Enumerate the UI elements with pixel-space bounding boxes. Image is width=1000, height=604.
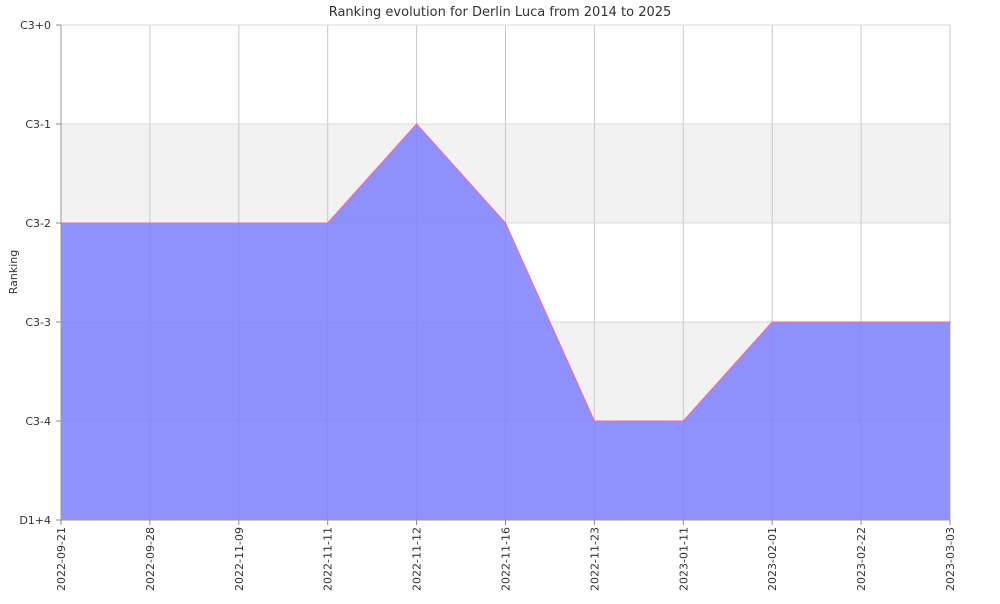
x-tick-label: 2022-11-11 — [322, 527, 335, 591]
y-tick-label: C3-4 — [25, 415, 51, 428]
data-point-2022-11-23 — [593, 420, 596, 422]
x-tick-label: 2022-11-09 — [233, 527, 246, 591]
y-tick-label: C3-1 — [25, 118, 51, 131]
area-layer — [60, 123, 951, 520]
x-tick-label: 2023-02-22 — [855, 527, 868, 591]
x-tick-label: 2022-09-21 — [55, 527, 68, 591]
chart-title: Ranking evolution for Derlin Luca from 2… — [329, 5, 672, 20]
y-tick-label: C3-3 — [25, 316, 51, 329]
x-tick-label: 2023-02-01 — [766, 527, 779, 591]
x-tick-label: 2022-11-12 — [411, 527, 424, 591]
data-point-2022-11-11 — [326, 222, 329, 224]
x-tick-label: 2022-11-23 — [588, 527, 601, 591]
x-tick-label: 2022-09-28 — [144, 527, 157, 591]
x-tick-label: 2022-11-16 — [500, 527, 513, 591]
x-tick-label: 2023-01-11 — [677, 527, 690, 591]
data-point-2022-11-16 — [504, 222, 507, 224]
data-point-2023-02-22 — [860, 321, 862, 323]
y-tick-label: D1+4 — [19, 514, 51, 527]
y-tick-label: C3-2 — [25, 217, 51, 230]
data-point-2022-09-28 — [149, 222, 151, 224]
data-point-2023-03-03 — [949, 321, 951, 323]
y-axis-label: Ranking — [7, 250, 20, 295]
data-point-2023-02-01 — [771, 321, 773, 323]
x-tick-labels: 2022-09-21 2022-09-28 2022-11-09 2022-11-11… — [55, 520, 957, 591]
y-tick-label: C3+0 — [20, 19, 51, 32]
data-point-2023-01-11 — [682, 420, 685, 422]
data-point-2022-11-09 — [238, 222, 240, 224]
y-tick-labels: C3+0 C3-1 C3-2 C3-3 C3-4 D1+4 — [19, 19, 61, 527]
x-tick-label: 2023-03-03 — [944, 527, 957, 591]
data-point-2022-11-12 — [415, 123, 418, 125]
